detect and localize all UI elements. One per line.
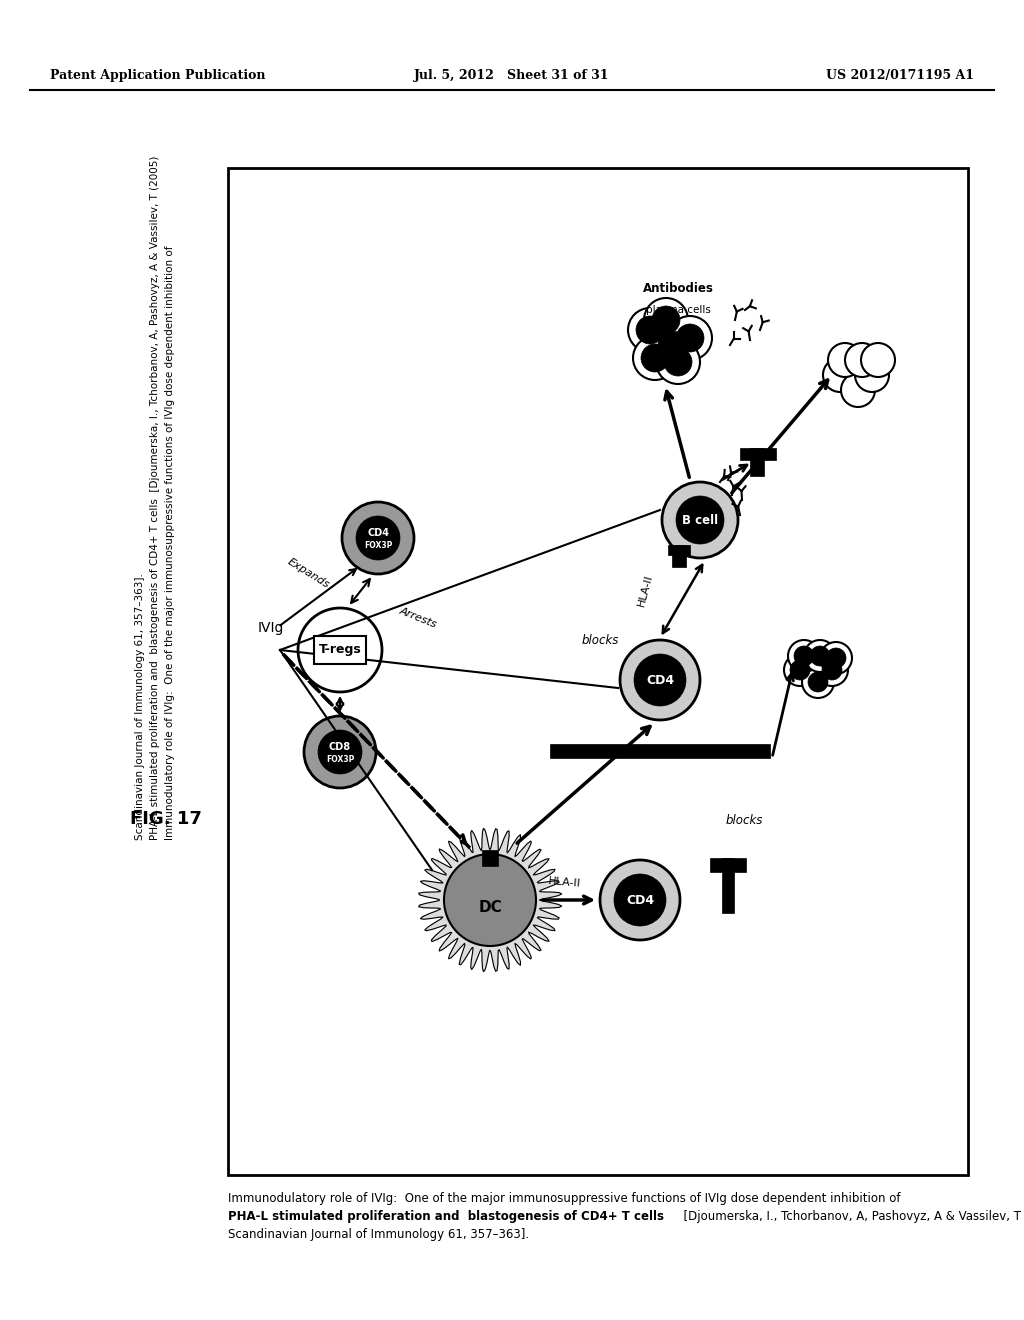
Bar xyxy=(750,447,764,477)
Text: Immunodulatory role of IVIg:  One of the major immunosuppressive functions of IV: Immunodulatory role of IVIg: One of the … xyxy=(165,246,175,840)
Text: Scandinavian Journal of Immunology 61, 357–363].: Scandinavian Journal of Immunology 61, 3… xyxy=(135,573,145,840)
Circle shape xyxy=(614,874,666,927)
Bar xyxy=(228,168,968,1175)
Text: Expands: Expands xyxy=(286,556,331,590)
Circle shape xyxy=(658,331,686,359)
Circle shape xyxy=(810,645,830,667)
Text: PHA-L stimulated proliferation and  blastogenesis of CD4+ T cells: PHA-L stimulated proliferation and blast… xyxy=(228,1210,664,1224)
Circle shape xyxy=(600,861,680,940)
Circle shape xyxy=(820,642,852,675)
Text: US 2012/0171195 A1: US 2012/0171195 A1 xyxy=(826,69,974,82)
FancyBboxPatch shape xyxy=(314,636,366,664)
Text: Antibodies: Antibodies xyxy=(643,282,714,294)
Circle shape xyxy=(620,640,700,719)
Text: blocks: blocks xyxy=(582,634,618,647)
Circle shape xyxy=(304,715,376,788)
Circle shape xyxy=(644,298,688,342)
Circle shape xyxy=(676,323,705,352)
Circle shape xyxy=(826,648,846,668)
Circle shape xyxy=(802,667,834,698)
Circle shape xyxy=(634,653,686,706)
Text: HLA-II: HLA-II xyxy=(548,875,582,888)
Circle shape xyxy=(828,343,862,378)
Text: Scandinavian Journal of Immunology 61, 357–363].: Scandinavian Journal of Immunology 61, 3… xyxy=(228,1228,529,1241)
Circle shape xyxy=(808,672,828,692)
Circle shape xyxy=(628,308,672,352)
Circle shape xyxy=(664,348,692,376)
Circle shape xyxy=(816,653,848,686)
Circle shape xyxy=(650,323,694,367)
Circle shape xyxy=(656,341,700,384)
Bar xyxy=(722,858,734,913)
Text: Arrests: Arrests xyxy=(397,606,438,630)
Circle shape xyxy=(676,496,724,544)
Text: B cell: B cell xyxy=(682,513,718,527)
Text: Jul. 5, 2012   Sheet 31 of 31: Jul. 5, 2012 Sheet 31 of 31 xyxy=(415,69,609,82)
Circle shape xyxy=(855,358,889,392)
Text: FOX3P: FOX3P xyxy=(364,541,392,550)
Circle shape xyxy=(845,343,879,378)
Polygon shape xyxy=(419,829,562,972)
Bar xyxy=(710,858,746,873)
Text: FIG. 17: FIG. 17 xyxy=(130,810,202,828)
Circle shape xyxy=(652,306,680,334)
Circle shape xyxy=(342,502,414,574)
Bar xyxy=(550,744,770,758)
Text: PHA-L stimulated proliferation and  blastogenesis of CD4+ T cells  [Djoumerska, : PHA-L stimulated proliferation and blast… xyxy=(150,156,160,840)
Bar xyxy=(482,850,498,866)
Circle shape xyxy=(444,854,536,946)
Circle shape xyxy=(636,315,664,345)
Circle shape xyxy=(790,660,810,680)
Circle shape xyxy=(298,609,382,692)
Circle shape xyxy=(822,660,842,680)
Circle shape xyxy=(633,337,677,380)
Text: T-regs: T-regs xyxy=(318,644,361,656)
Text: HLA-II: HLA-II xyxy=(636,573,654,607)
Circle shape xyxy=(641,345,669,372)
Bar xyxy=(672,545,686,568)
Circle shape xyxy=(823,358,857,392)
Circle shape xyxy=(784,653,816,686)
Circle shape xyxy=(861,343,895,378)
Text: plasma cells: plasma cells xyxy=(645,305,711,315)
Circle shape xyxy=(788,640,820,672)
Text: DC: DC xyxy=(478,900,502,916)
Bar xyxy=(740,447,776,459)
Circle shape xyxy=(318,730,362,774)
Text: CD4: CD4 xyxy=(646,673,674,686)
Text: blocks: blocks xyxy=(726,813,763,826)
Circle shape xyxy=(662,482,738,558)
Text: IVIg: IVIg xyxy=(258,620,285,635)
Text: Immunodulatory role of IVIg:  One of the major immunosuppressive functions of IV: Immunodulatory role of IVIg: One of the … xyxy=(228,1192,900,1205)
Text: CD4: CD4 xyxy=(367,528,389,539)
Text: CD8: CD8 xyxy=(329,742,351,752)
Text: Patent Application Publication: Patent Application Publication xyxy=(50,69,265,82)
Text: FOX3P: FOX3P xyxy=(326,755,354,764)
Circle shape xyxy=(804,640,836,672)
Circle shape xyxy=(356,516,400,560)
Text: [Djoumerska, I., Tchorbanov, A, Pashovyz, A & Vassilev, T (2005): [Djoumerska, I., Tchorbanov, A, Pashovyz… xyxy=(676,1210,1024,1224)
Circle shape xyxy=(841,374,874,407)
Text: CD4: CD4 xyxy=(626,894,654,907)
Bar xyxy=(668,545,690,554)
Circle shape xyxy=(668,315,712,360)
Circle shape xyxy=(794,645,814,667)
